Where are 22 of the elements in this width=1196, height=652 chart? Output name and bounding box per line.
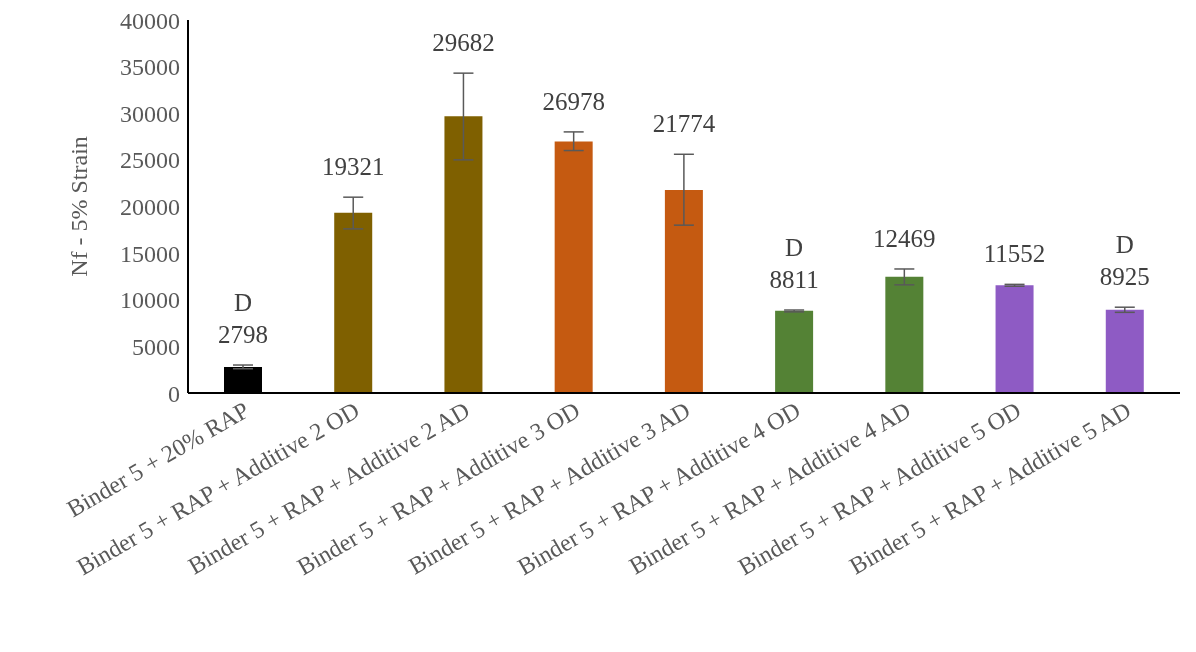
- data-label: 11552: [983, 240, 1046, 268]
- data-label: 12469: [873, 224, 936, 252]
- y-tick-label: 30000: [120, 100, 180, 127]
- y-tick-label: 5000: [132, 333, 180, 360]
- data-label: 8811: [769, 266, 819, 294]
- y-tick-label: 25000: [120, 147, 180, 174]
- y-tick-label: 15000: [120, 240, 180, 267]
- y-tick-label: 0: [168, 380, 180, 407]
- y-tick-label: 40000: [120, 7, 180, 34]
- data-label: 19321: [321, 153, 385, 181]
- y-axis-title: Nf - 5% Strain: [65, 136, 92, 277]
- y-tick-label: 35000: [120, 54, 180, 81]
- data-label: 26978: [542, 87, 605, 115]
- data-label: 29682: [432, 29, 495, 57]
- data-label: 21774: [652, 110, 716, 138]
- annotation: D: [233, 289, 253, 317]
- data-label: 2798: [218, 321, 268, 349]
- annotation: D: [1115, 231, 1134, 259]
- data-label: 8925: [1099, 263, 1150, 291]
- annotation: D: [785, 234, 804, 262]
- y-tick-label: 20000: [120, 194, 180, 221]
- y-tick-label: 10000: [120, 287, 180, 314]
